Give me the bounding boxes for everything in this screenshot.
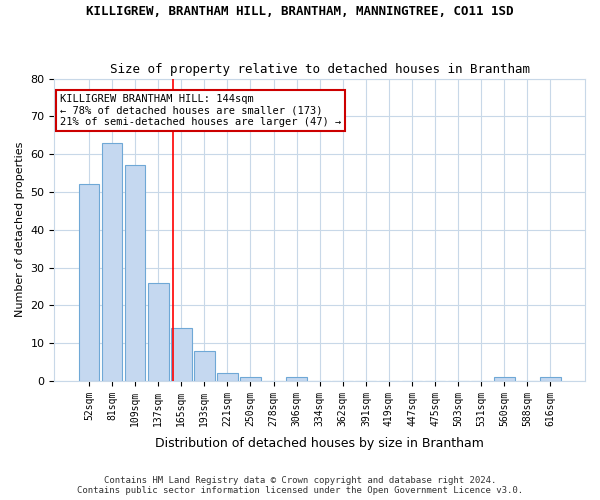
Bar [540,377,561,381]
Bar [148,282,169,381]
Bar [240,377,261,381]
Text: KILLIGREW BRANTHAM HILL: 144sqm
← 78% of detached houses are smaller (173)
21% o: KILLIGREW BRANTHAM HILL: 144sqm ← 78% of… [60,94,341,127]
X-axis label: Distribution of detached houses by size in Brantham: Distribution of detached houses by size … [155,437,484,450]
Text: KILLIGREW, BRANTHAM HILL, BRANTHAM, MANNINGTREE, CO11 1SD: KILLIGREW, BRANTHAM HILL, BRANTHAM, MANN… [86,5,514,18]
Y-axis label: Number of detached properties: Number of detached properties [15,142,25,318]
Bar [101,143,122,381]
Bar [171,328,191,381]
Text: Contains HM Land Registry data © Crown copyright and database right 2024.
Contai: Contains HM Land Registry data © Crown c… [77,476,523,495]
Bar [217,374,238,381]
Title: Size of property relative to detached houses in Brantham: Size of property relative to detached ho… [110,63,530,76]
Bar [79,184,99,381]
Bar [286,377,307,381]
Bar [494,377,515,381]
Bar [125,166,145,381]
Bar [194,350,215,381]
